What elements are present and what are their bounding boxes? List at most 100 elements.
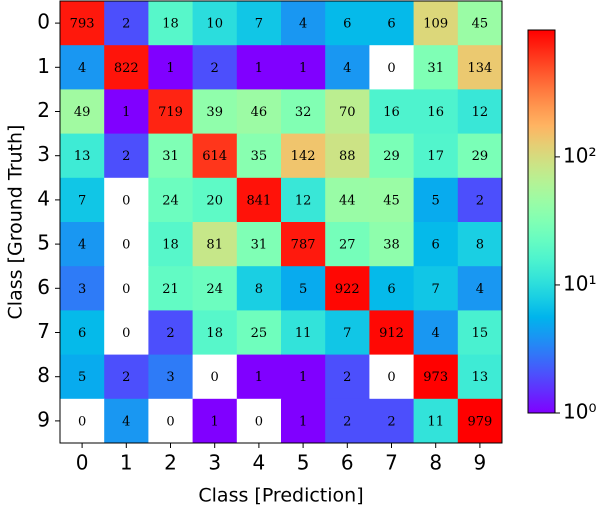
heatmap-cell [369, 177, 415, 223]
cell-label: 719 [158, 105, 183, 120]
x-tick-label: 8 [429, 451, 442, 475]
heatmap-cell [192, 398, 238, 444]
heatmap-cell [104, 222, 149, 267]
heatmap-cell [325, 89, 370, 135]
heatmap-cell [369, 89, 415, 135]
heatmap-cell [369, 133, 415, 179]
cell-label: 109 [423, 17, 448, 32]
heatmap-cell [413, 398, 459, 444]
cell-label: 912 [379, 326, 404, 341]
heatmap-cell [104, 354, 149, 400]
cell-label: 88 [339, 149, 356, 164]
heatmap-cell [325, 398, 370, 444]
cell-label: 134 [467, 61, 492, 76]
cell-label: 7 [343, 326, 351, 341]
cell-label: 32 [295, 105, 312, 120]
heatmap-cell [236, 45, 282, 90]
colorbar [527, 29, 556, 414]
y-tick-label: 3 [37, 142, 50, 166]
y-tick-label: 8 [37, 363, 50, 387]
heatmap-cell [413, 1, 459, 46]
heatmap-cell [413, 310, 459, 356]
cell-label: 18 [162, 238, 179, 253]
x-tick-label: 3 [208, 451, 221, 475]
heatmap-cell [369, 45, 415, 90]
heatmap-cell [60, 133, 105, 179]
heatmap-cell [192, 177, 238, 223]
cell-label: 15 [472, 326, 489, 341]
cell-label: 31 [251, 238, 268, 253]
cell-label: 5 [299, 282, 307, 297]
cell-label: 0 [166, 414, 174, 429]
cell-label: 12 [472, 105, 489, 120]
cell-label: 4 [432, 326, 440, 341]
cell-label: 10 [206, 17, 223, 32]
cell-label: 70 [339, 105, 356, 120]
heatmap-cell [60, 222, 105, 267]
heatmap-cell [60, 45, 105, 90]
cell-label: 49 [74, 105, 91, 120]
cell-label: 2 [122, 149, 130, 164]
y-tick-label: 0 [37, 10, 50, 34]
heatmap-cell [325, 266, 370, 311]
heatmap-cell [325, 310, 370, 356]
cell-label: 81 [206, 238, 223, 253]
heatmap-cell [457, 222, 503, 267]
cell-label: 16 [427, 105, 444, 120]
x-tick-label: 7 [385, 451, 398, 475]
cell-label: 1 [122, 105, 130, 120]
cell-label: 7 [432, 282, 440, 297]
cell-label: 0 [387, 370, 395, 385]
heatmap-cell [457, 89, 503, 135]
y-tick-label: 9 [37, 407, 50, 431]
cell-label: 0 [78, 414, 86, 429]
heatmap-cell [60, 177, 105, 223]
cell-label: 6 [387, 282, 395, 297]
heatmap-cell [457, 177, 503, 223]
cell-label: 24 [206, 282, 223, 297]
cell-label: 4 [122, 414, 130, 429]
heatmap-cell [281, 45, 326, 90]
heatmap-cell [148, 354, 194, 400]
heatmap-cell [236, 398, 282, 444]
heatmap-cell [148, 398, 194, 444]
heatmap-cell [104, 89, 149, 135]
y-tick-label: 5 [37, 231, 50, 255]
cell-label: 4 [476, 282, 484, 297]
cell-label: 2 [343, 370, 351, 385]
cell-label: 11 [427, 414, 444, 429]
y-tick-label: 2 [37, 98, 50, 122]
heatmap-cell [60, 89, 105, 135]
colorbar-tick-label: 10⁰ [563, 400, 596, 424]
heatmap-cell [192, 133, 238, 179]
heatmap-cell [60, 1, 105, 46]
x-tick-label: 0 [76, 451, 89, 475]
cell-label: 1 [299, 61, 307, 76]
cell-label: 24 [162, 193, 179, 208]
cell-label: 11 [295, 326, 312, 341]
cell-label: 787 [291, 238, 316, 253]
heatmap-cell [325, 177, 370, 223]
heatmap-cell [192, 89, 238, 135]
cell-label: 1 [299, 370, 307, 385]
heatmap-cell [457, 266, 503, 311]
heatmap-cell [236, 310, 282, 356]
cell-label: 1 [255, 370, 263, 385]
cell-label: 13 [74, 149, 91, 164]
cell-label: 2 [211, 61, 219, 76]
heatmap-cell [148, 222, 194, 267]
cell-label: 2 [122, 17, 130, 32]
y-axis-label: Class [Ground Truth] [5, 125, 27, 320]
heatmap-cell [192, 266, 238, 311]
cell-label: 5 [432, 193, 440, 208]
heatmap-cell [192, 222, 238, 267]
cell-label: 27 [339, 238, 356, 253]
cell-label: 8 [476, 238, 484, 253]
cell-label: 922 [335, 282, 360, 297]
cell-label: 822 [114, 61, 139, 76]
heatmap-cell [236, 222, 282, 267]
cell-label: 979 [467, 414, 492, 429]
heatmap-cell [369, 310, 415, 356]
cell-label: 29 [472, 149, 489, 164]
heatmap-cell [60, 310, 105, 356]
